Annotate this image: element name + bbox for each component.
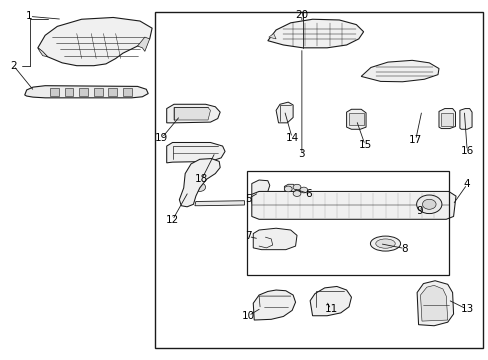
Polygon shape [420, 285, 447, 321]
Polygon shape [137, 37, 149, 51]
Polygon shape [284, 184, 295, 193]
Text: 2: 2 [10, 61, 17, 71]
Polygon shape [441, 113, 452, 126]
Text: 18: 18 [195, 174, 208, 184]
Circle shape [292, 191, 300, 197]
Text: 3: 3 [298, 149, 305, 159]
Circle shape [416, 195, 441, 213]
Text: 16: 16 [460, 146, 473, 156]
Ellipse shape [375, 239, 394, 248]
Bar [154, 12, 482, 348]
Polygon shape [25, 86, 148, 98]
Polygon shape [79, 88, 88, 96]
Text: 8: 8 [401, 244, 407, 253]
Polygon shape [348, 113, 363, 125]
Text: 14: 14 [285, 133, 298, 143]
Polygon shape [179, 158, 220, 207]
Polygon shape [50, 88, 59, 96]
Text: 17: 17 [408, 135, 422, 145]
Polygon shape [38, 18, 152, 66]
Text: 12: 12 [165, 215, 179, 225]
Polygon shape [267, 19, 363, 48]
Polygon shape [166, 104, 220, 123]
Polygon shape [361, 60, 438, 82]
Polygon shape [268, 33, 276, 39]
Polygon shape [64, 88, 73, 96]
Text: 4: 4 [463, 179, 469, 189]
Polygon shape [94, 88, 102, 96]
Text: 5: 5 [244, 194, 251, 203]
Polygon shape [166, 143, 224, 163]
Polygon shape [122, 88, 131, 96]
Polygon shape [309, 287, 351, 316]
Text: 6: 6 [305, 189, 311, 199]
Ellipse shape [370, 236, 400, 251]
Polygon shape [253, 290, 295, 320]
Polygon shape [174, 108, 210, 120]
Polygon shape [195, 201, 244, 206]
Polygon shape [251, 180, 269, 204]
Polygon shape [108, 88, 117, 96]
Text: 1: 1 [26, 12, 33, 21]
Polygon shape [38, 48, 47, 57]
Polygon shape [253, 228, 296, 249]
Polygon shape [438, 109, 455, 129]
Text: 7: 7 [244, 231, 251, 242]
Text: 9: 9 [415, 206, 422, 216]
Bar [246, 171, 448, 275]
Circle shape [284, 186, 291, 192]
Polygon shape [276, 102, 292, 123]
Text: 19: 19 [155, 133, 168, 143]
Text: 10: 10 [242, 311, 254, 321]
Text: 13: 13 [460, 304, 473, 314]
Circle shape [299, 187, 307, 193]
Polygon shape [251, 192, 455, 219]
Circle shape [194, 183, 205, 192]
Circle shape [422, 199, 435, 209]
Polygon shape [416, 281, 453, 326]
Text: 15: 15 [358, 140, 371, 150]
Circle shape [292, 184, 300, 190]
Text: 20: 20 [295, 10, 308, 20]
Polygon shape [459, 109, 471, 129]
Text: 11: 11 [324, 304, 337, 314]
Polygon shape [346, 109, 366, 129]
